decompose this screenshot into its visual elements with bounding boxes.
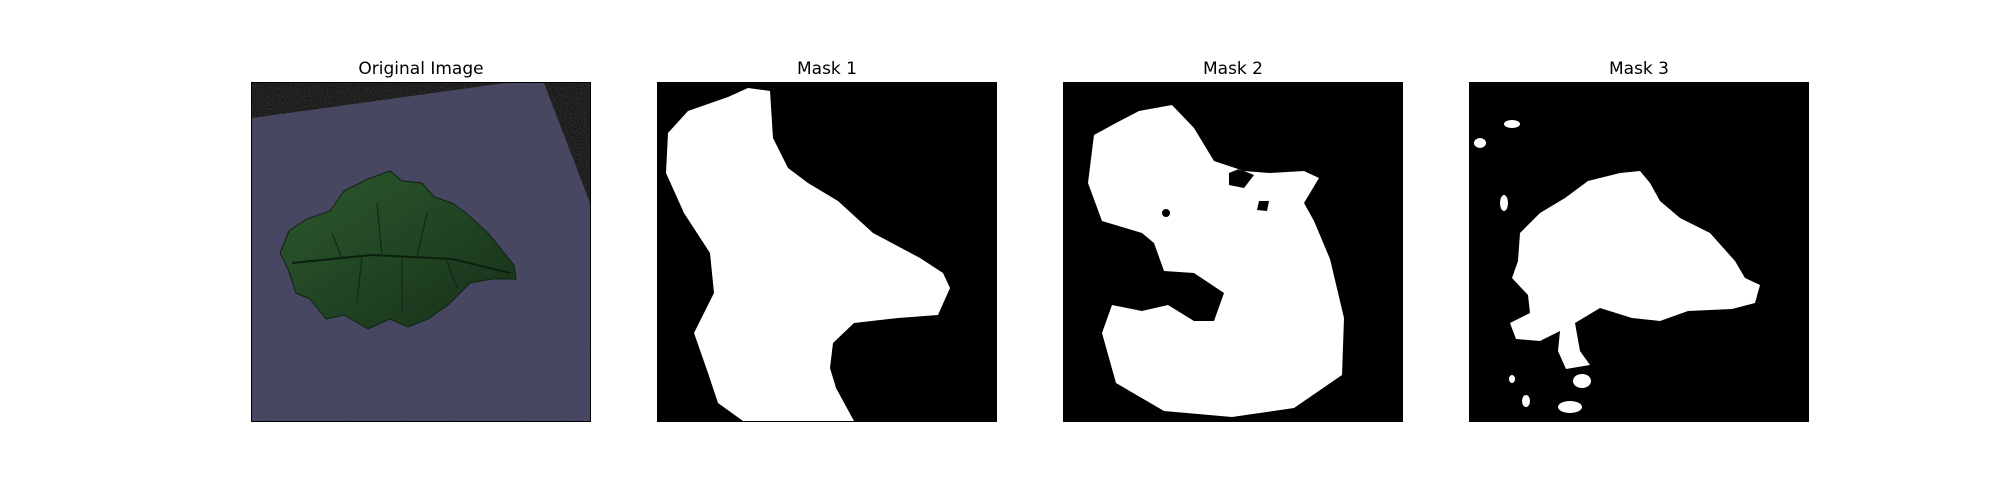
panel-title: Mask 2 <box>1202 59 1263 79</box>
panel-title: Original Image <box>358 59 484 79</box>
mask-1-image <box>657 82 997 422</box>
mask-3-image <box>1469 82 1809 422</box>
panel-title: Mask 3 <box>1608 59 1669 79</box>
mask-1-canvas <box>658 83 996 421</box>
panel-mask-3: Mask 3 <box>1469 56 1809 422</box>
mask-region <box>1510 171 1760 369</box>
mask-region <box>1088 105 1344 417</box>
original-image <box>251 82 591 422</box>
leaf <box>279 170 517 330</box>
original-image-canvas <box>252 83 590 421</box>
panel-title: Mask 1 <box>796 59 857 79</box>
mask-region <box>666 88 950 421</box>
mask-2-image <box>1063 82 1403 422</box>
mask-2-canvas <box>1064 83 1402 421</box>
mask-3-canvas <box>1470 83 1808 421</box>
panel-mask-1: Mask 1 <box>657 56 997 422</box>
panel-original-image: Original Image <box>251 56 591 422</box>
panel-mask-2: Mask 2 <box>1063 56 1403 422</box>
